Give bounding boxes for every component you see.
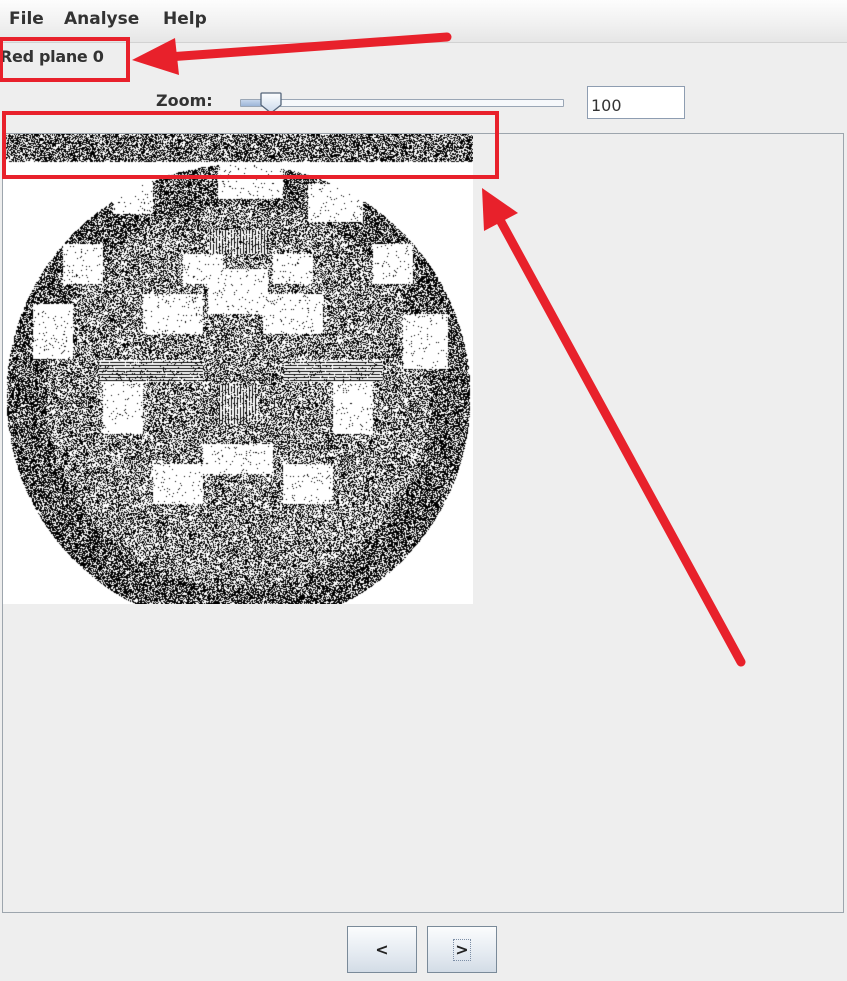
previous-button[interactable]: < xyxy=(347,926,417,973)
plane-label: Red plane 0 xyxy=(0,47,104,66)
zoom-slider-fill xyxy=(241,100,264,106)
next-button[interactable]: > xyxy=(427,926,497,973)
menu-help[interactable]: Help xyxy=(163,9,207,29)
annotation-arrow-status-head xyxy=(132,38,179,75)
zoom-value-field[interactable] xyxy=(587,86,685,119)
slider-thumb-icon[interactable] xyxy=(259,91,283,115)
zoom-label: Zoom: xyxy=(156,91,213,110)
next-button-label: > xyxy=(453,939,471,961)
bit-plane-image xyxy=(3,134,473,604)
zoom-slider[interactable] xyxy=(240,99,564,107)
menu-file[interactable]: File xyxy=(9,9,44,29)
menu-analyse[interactable]: Analyse xyxy=(64,9,140,29)
menu-bar: File Analyse Help xyxy=(0,0,847,43)
image-viewport[interactable] xyxy=(2,133,844,913)
